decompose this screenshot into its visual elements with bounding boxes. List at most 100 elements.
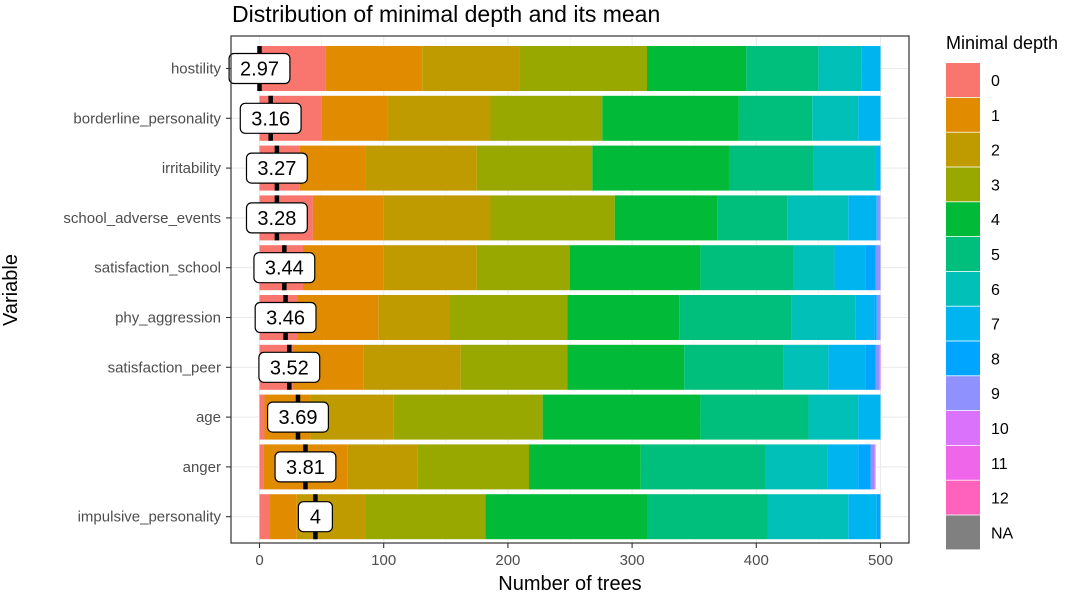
legend-label: 3 [991,177,1000,194]
mean-label: 3.28 [245,202,308,234]
legend-key [946,306,980,341]
bar-segment-depth-7 [827,444,859,490]
bar-segment-depth-7 [875,145,881,191]
bar-segment-depth-3 [449,295,568,340]
y-tick-label: age [196,409,221,426]
bar-segment-depth-0 [259,494,270,540]
bar-segment-depth-4 [485,494,648,540]
legend-key [946,480,980,515]
y-tick-label: anger [183,459,221,476]
bar-segment-depth-3 [490,195,615,241]
legend-item: 3 [946,167,1000,202]
bar-segment-depth-1 [269,494,297,540]
legend-label: NA [991,525,1014,542]
y-tick-label: hostility [171,61,222,78]
bar-segment-depth-4 [602,95,739,141]
bar-segment-depth-2 [383,245,477,291]
legend-item: 2 [946,132,1000,167]
x-tick-label: 400 [744,552,769,569]
bar-segment-depth-5 [684,344,784,390]
legend-item: NA [946,515,1014,550]
legend-label: 4 [991,212,1000,229]
bar-segment-depth-7 [861,46,881,91]
bar-segment-depth-6 [818,46,862,91]
bar-segment-depth-9 [870,444,875,490]
mean-label-text: 3.52 [270,357,309,379]
y-tick-label: phy_aggression [115,310,221,327]
bar-segment-depth-2 [383,195,491,241]
bar-segment-depth-5 [647,494,768,540]
legend-label: 7 [991,317,1000,334]
bar-segment-depth-3 [519,46,648,91]
y-tick-label: school_adverse_events [63,210,221,227]
bar-segment-depth-6 [793,245,835,291]
bar-segment-depth-3 [365,494,486,540]
mean-label: 3.52 [258,351,321,383]
bar-segment-depth-7 [834,245,866,291]
legend-title: Minimal depth [946,33,1058,53]
legend-label: 0 [991,73,1000,90]
legend-item: 11 [946,445,1008,480]
legend-key [946,132,980,167]
x-tick-label: 0 [255,552,263,569]
bar-segment-depth-3 [476,245,570,291]
bar-segment-depth-8 [858,444,871,490]
legend-key [946,411,980,445]
legend-item: 1 [946,97,1000,132]
bar-segment-depth-2 [347,444,418,490]
legend-key [946,515,980,550]
mean-label-text: 2.97 [240,59,279,81]
x-axis-label: Number of trees [498,573,641,595]
legend-item: 8 [946,341,1000,376]
bar-segment-depth-6 [808,394,859,440]
mean-label-box [253,252,316,284]
bar-segment-depth-7 [858,95,881,141]
bar-segment-depth-7 [848,494,877,540]
bar-segment-depth-5 [700,245,794,291]
bar-segment-depth-2 [365,145,477,191]
y-tick-label: impulsive_personality [78,509,222,526]
legend-key [946,341,980,376]
bar-segment-depth-2 [387,95,491,141]
bar-segment-depth-9 [876,295,881,340]
bar-segment-depth-8 [874,295,877,340]
bar-segment-depth-5 [717,195,788,241]
bar-segment-depth-2 [378,295,450,340]
bar-segment-depth-7 [828,344,866,390]
legend-item: 10 [946,411,1009,445]
bar-segment-depth-4 [614,195,718,241]
bar-segment-depth-1 [321,95,388,141]
mean-label-box [239,102,302,134]
mean-label-text: 3.46 [266,308,305,330]
bar-segment-depth-9 [875,245,881,291]
legend-item: 0 [946,63,1000,97]
x-tick-label: 500 [868,552,893,569]
legend-label: 6 [991,282,1000,299]
bar-segment-depth-2 [363,344,461,390]
bar-segment-depth-5 [728,145,814,191]
legend-item: 7 [946,306,1000,341]
y-tick-label: satisfaction_school [94,260,221,277]
bar-segment-depth-6 [812,95,859,141]
legend-key [946,237,980,271]
bar-segment-depth-6 [783,344,829,390]
bar-segment-depth-7 [848,195,877,241]
legend-key [946,97,980,132]
legend-label: 2 [991,143,1000,160]
bar-segment-depth-5 [679,295,792,340]
mean-label-box [267,401,330,433]
bar-segment-depth-4 [647,46,747,91]
bar-segment-depth-6 [764,444,828,490]
x-tick-label: 300 [620,552,645,569]
bar-segment-depth-5 [746,46,819,91]
bar-segment-depth-7 [855,295,875,340]
bar-segment-depth-4 [567,344,685,390]
legend-key [946,63,980,97]
mean-label-text: 3.69 [279,407,318,429]
bar-segment-depth-6 [767,494,849,540]
bar-segment-depth-4 [570,245,701,291]
bar-segment-depth-6 [813,145,876,191]
bar-segment-depth-4 [529,444,641,490]
mean-label-text: 3.28 [257,208,296,230]
